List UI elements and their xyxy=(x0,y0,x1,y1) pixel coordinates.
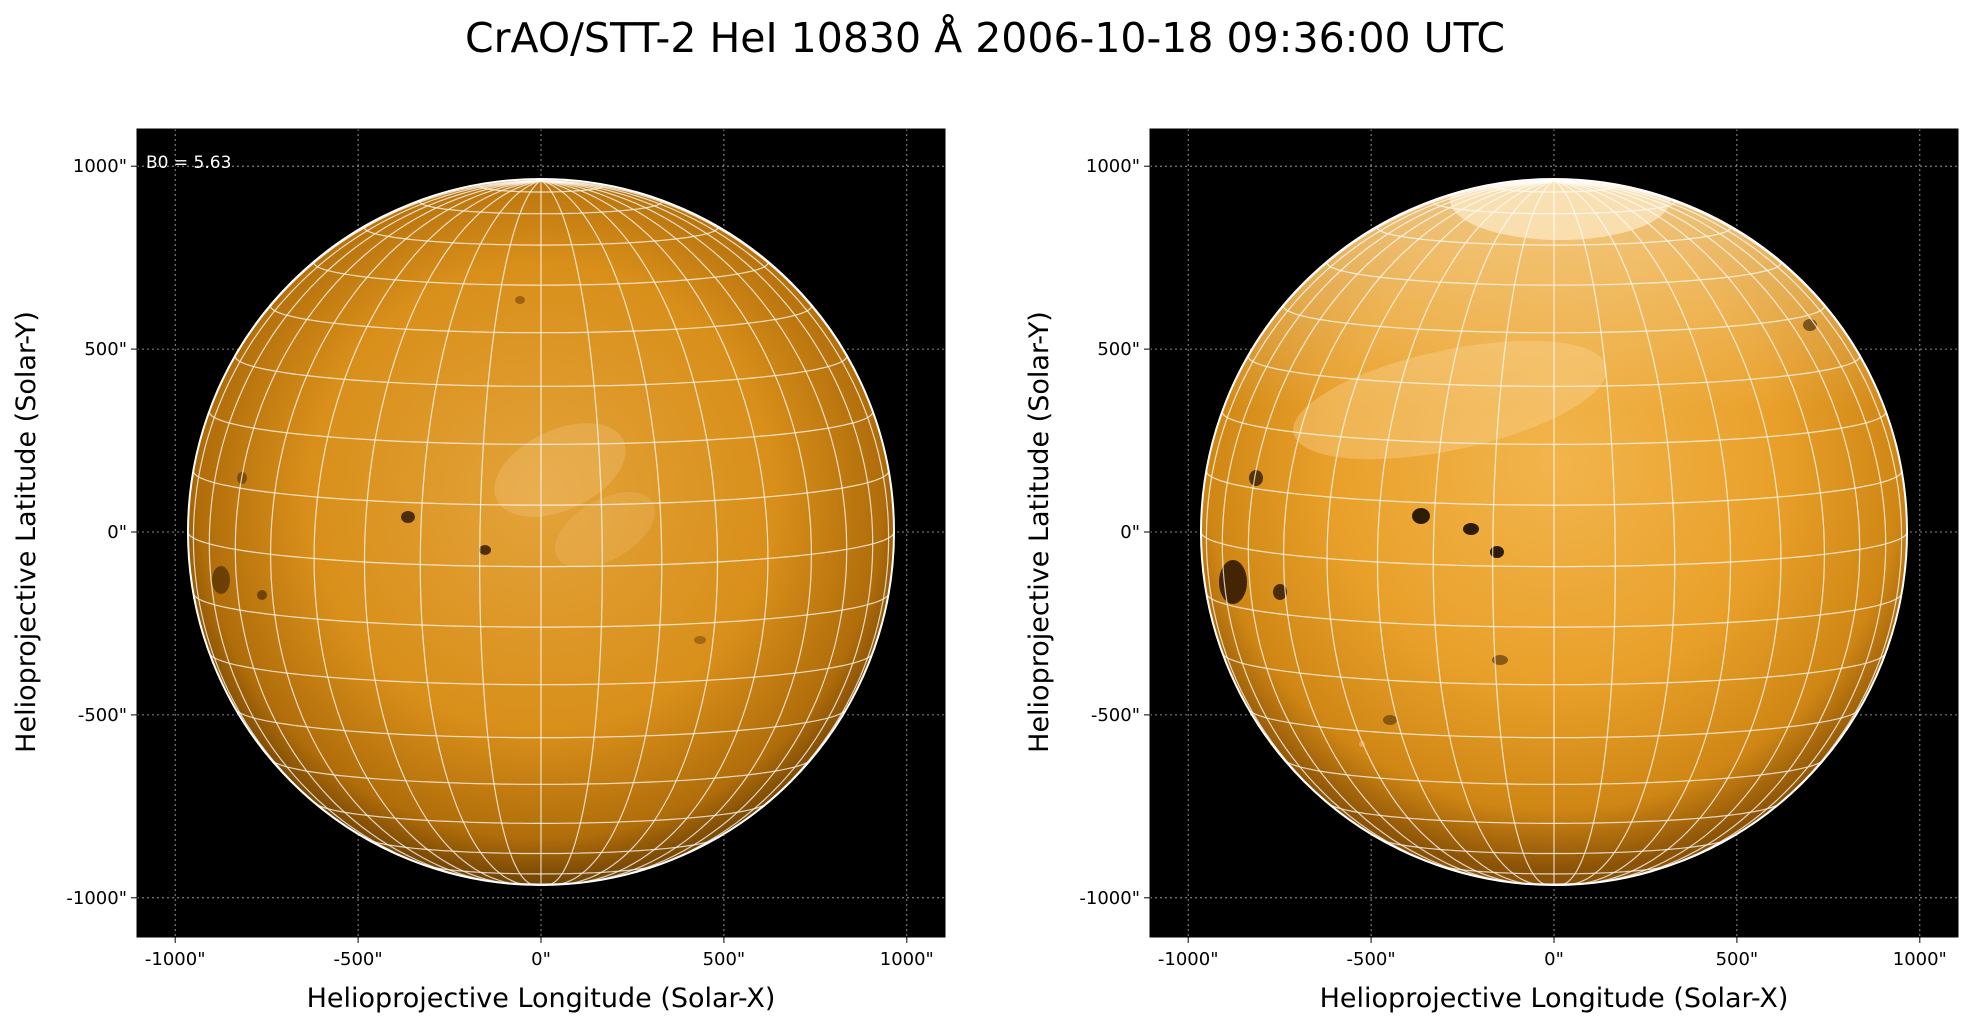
x-tick-label: -500" xyxy=(334,949,383,970)
solar-map-panel-right: -1000" -500" 0" 500" 1000" 1000"500"0"-500"-… xyxy=(1024,128,1959,1014)
solar-map-panel-left: B0 = 5.63 -1000" -500" 0" 500" 1000" 1000" 50… xyxy=(11,128,946,1014)
heliographic-gridline xyxy=(192,180,542,840)
y-tick-label: -500" xyxy=(78,705,127,726)
heliographic-gridline xyxy=(419,180,542,885)
heliographic-gridline xyxy=(1376,180,1555,885)
solar-features xyxy=(212,296,706,644)
y-tick-label: -500" xyxy=(1091,705,1140,726)
solar-limb xyxy=(1200,178,1908,886)
x-tick-label: -500" xyxy=(1347,949,1396,970)
y-tick-label: 1000" xyxy=(73,156,127,177)
heliographic-gridline xyxy=(540,180,603,885)
x-tick-label: 0" xyxy=(531,949,551,970)
solar-limb xyxy=(187,178,895,886)
x-tick-label: 0" xyxy=(1544,949,1564,970)
x-axis-ticks: -1000" -500" 0" 500" 1000" xyxy=(1158,937,1947,970)
x-axis-label: Helioprojective Longitude (Solar-X) xyxy=(1320,983,1789,1014)
heliographic-gridline xyxy=(269,180,542,883)
y-axis-ticks: 1000" 500" 0" -500" -1000" xyxy=(1079,156,1150,909)
y-axis-label: Helioprojective Latitude (Solar-Y) xyxy=(11,311,42,753)
x-tick-label: 500" xyxy=(1716,949,1759,970)
y-tick-label: -1000" xyxy=(66,888,127,909)
heliographic-gridline xyxy=(363,180,542,885)
y-axis-label: Helioprojective Latitude (Solar-Y) xyxy=(1024,311,1055,753)
heliographic-gridline xyxy=(540,180,813,883)
heliographic-gridline xyxy=(479,180,542,885)
heliographic-gridline xyxy=(1553,180,1782,885)
heliographic-gridline xyxy=(234,180,542,880)
heliographic-gridline xyxy=(1326,180,1555,885)
heliographic-gridline xyxy=(1205,180,1555,840)
heliographic-gridline xyxy=(1553,180,1903,840)
heliographic-gridline xyxy=(1553,180,1887,871)
heliographic-gridline xyxy=(1432,180,1555,885)
y-tick-label: 500" xyxy=(84,339,127,360)
heliographic-gridline xyxy=(1553,180,1732,885)
heliographic-gridline xyxy=(208,180,542,871)
y-tick-label: -1000" xyxy=(1079,888,1140,909)
heliographic-gridline xyxy=(1553,180,1676,885)
heliographic-gridline xyxy=(1553,180,1861,880)
heliographic-gridline xyxy=(540,180,769,885)
heliographic-gridline xyxy=(1282,180,1555,883)
y-tick-label: 0" xyxy=(1120,522,1140,543)
heliographic-gridline xyxy=(540,180,719,885)
x-tick-label: -1000" xyxy=(145,949,206,970)
b0-annotation: B0 = 5.63 xyxy=(146,153,231,173)
x-axis-ticks: -1000" -500" 0" 500" 1000" xyxy=(145,937,934,970)
y-tick-label: 500" xyxy=(1097,339,1140,360)
heliographic-grid xyxy=(1201,180,1907,885)
heliographic-gridline xyxy=(1553,180,1826,883)
x-tick-label: 500" xyxy=(703,949,746,970)
heliographic-gridline xyxy=(1492,180,1555,885)
heliographic-gridline xyxy=(1553,180,1616,885)
x-axis-label: Helioprojective Longitude (Solar-X) xyxy=(307,983,776,1014)
heliographic-grid xyxy=(188,180,894,885)
heliographic-gridline xyxy=(540,180,848,880)
y-tick-label: 1000" xyxy=(1086,156,1140,177)
x-tick-label: 1000" xyxy=(880,949,934,970)
heliographic-gridline xyxy=(540,180,890,840)
y-axis-ticks: 1000" 500" 0" -500" -1000" xyxy=(66,156,137,909)
y-tick-label: 0" xyxy=(107,522,127,543)
x-tick-label: -1000" xyxy=(1158,949,1219,970)
heliographic-gridline xyxy=(313,180,542,885)
heliographic-gridline xyxy=(540,180,663,885)
figure-title: CrAO/STT-2 HeI 10830 Å 2006-10-18 09:36:… xyxy=(465,14,1505,62)
heliographic-gridline xyxy=(540,180,874,871)
heliographic-gridline xyxy=(1221,180,1555,871)
x-tick-label: 1000" xyxy=(1893,949,1947,970)
heliographic-gridline xyxy=(1247,180,1555,880)
